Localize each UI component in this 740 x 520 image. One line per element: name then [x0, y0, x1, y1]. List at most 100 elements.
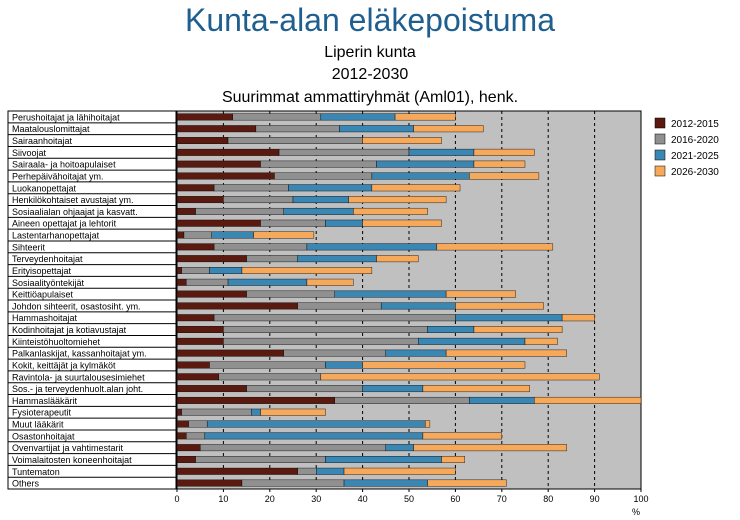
bar-segment	[260, 408, 326, 416]
bar-segment	[325, 361, 363, 369]
bar-segment	[176, 219, 261, 227]
category-label: Ravintola- ja suurtalousesimiehet	[12, 372, 145, 382]
bar-segment	[176, 113, 233, 121]
category-label: Keittiöapulaiset	[12, 290, 74, 300]
category-label: Maatalouslomittajat	[12, 124, 90, 134]
category-label: Johdon sihteerit, osastosiht. ym.	[12, 301, 141, 311]
bar-segment	[176, 396, 335, 404]
chart-title: Kunta-alan eläkepoistuma	[184, 2, 555, 38]
category-label: Hammaslääkärit	[12, 396, 78, 406]
bar-segment	[176, 361, 210, 369]
category-label: Ovenvartijat ja vahtimestarit	[12, 443, 124, 453]
bar-segment	[292, 196, 349, 204]
bar-segment	[188, 420, 208, 428]
bar-segment	[425, 420, 431, 428]
bar-segment	[241, 479, 345, 487]
bar-segment	[445, 349, 567, 357]
x-tick-label: 90	[590, 494, 600, 504]
bar-segment	[274, 172, 373, 180]
legend-label: 2012-2015	[671, 119, 719, 130]
bar-segment	[176, 290, 247, 298]
category-label: Terveydenhoitajat	[12, 254, 83, 264]
bar-segment	[380, 302, 456, 310]
category-label: Siivoojat	[12, 148, 47, 158]
bar-segment	[176, 255, 247, 263]
bar-segment	[297, 467, 317, 475]
chart-subtitle-groups: Suurimmat ammattiryhmät (Aml01), henk.	[221, 89, 519, 106]
category-label: Kokit, keittäjät ja kylmäköt	[12, 360, 116, 370]
bar-segment	[232, 113, 322, 121]
bar-segment	[253, 231, 315, 239]
x-tick-label: 10	[218, 494, 228, 504]
category-label: Sos.- ja terveydenhuolt.alan joht.	[12, 384, 143, 394]
x-tick-label: 100	[633, 494, 648, 504]
bar-segment	[209, 361, 326, 369]
bar-segment	[227, 137, 363, 144]
bar-segment	[176, 373, 219, 381]
bar-segment	[371, 172, 470, 180]
category-label: Lastentarhanopettajat	[12, 231, 100, 241]
bar-segment	[204, 432, 424, 440]
legend-label: 2021-2025	[671, 151, 719, 162]
x-tick-label: 20	[265, 494, 275, 504]
bar-segment	[422, 432, 503, 440]
bar-segment	[334, 290, 447, 298]
category-label: Sosiaalialan ohjaajat ja kasvatt.	[12, 207, 138, 217]
category-label: Erityisopettajat	[12, 266, 72, 276]
bar-segment	[320, 113, 396, 121]
bar-segment	[255, 125, 340, 133]
bar-segment	[176, 479, 243, 487]
chart-subtitle-years: 2012-2030	[331, 66, 409, 83]
bar-segment	[176, 231, 185, 239]
bar-segment	[186, 278, 229, 286]
bar-segment	[376, 160, 475, 168]
category-label: Sosiaalityöntekijät	[12, 278, 85, 288]
bar-segment	[251, 408, 261, 416]
bar-segment	[422, 385, 530, 393]
bar-segment	[176, 302, 298, 310]
bar-segment	[199, 444, 387, 452]
bar-segment	[209, 267, 243, 274]
bar-segment	[427, 479, 507, 487]
bar-segment	[385, 349, 447, 357]
category-label: Sairaanhoitajat	[12, 136, 73, 146]
category-label: Hammashoitajat	[12, 313, 78, 323]
bar-segment	[325, 219, 363, 227]
category-label: Sairaala- ja hoitoapulaiset	[12, 160, 116, 170]
x-unit-label: %	[632, 507, 640, 517]
bar-segment	[176, 278, 187, 286]
bar-segment	[385, 444, 414, 452]
bar-segment	[176, 243, 215, 251]
bar-segment	[176, 420, 189, 428]
bar-segment	[176, 137, 229, 144]
bar-segment	[176, 432, 187, 440]
category-label: Voimalaitosten koneenhoitajat	[12, 455, 132, 465]
bar-segment	[343, 467, 456, 475]
bar-segment	[227, 278, 308, 286]
bar-segment	[213, 184, 289, 192]
bar-segment	[561, 314, 595, 322]
bar-segment	[353, 207, 428, 215]
bar-segment	[223, 196, 294, 204]
bar-segment	[473, 160, 526, 168]
x-tick-label: 50	[404, 494, 414, 504]
bar-segment	[176, 408, 182, 416]
bar-segment	[176, 326, 224, 333]
bar-segment	[176, 337, 224, 345]
category-label: Muut lääkärit	[12, 420, 64, 430]
bar-segment	[260, 160, 377, 168]
bar-segment	[176, 172, 275, 180]
category-label: Fysioterapeutit	[12, 408, 72, 418]
x-tick-label: 80	[543, 494, 553, 504]
bar-segment	[362, 361, 526, 369]
bar-segment	[181, 267, 210, 274]
bar-segment	[334, 396, 470, 404]
bar-segment	[320, 373, 600, 381]
bar-segment	[246, 255, 298, 263]
bar-segment	[297, 302, 382, 310]
bar-segment	[246, 290, 335, 298]
bar-segment	[176, 349, 284, 357]
bar-segment	[181, 408, 252, 416]
category-label: Others	[12, 479, 40, 489]
